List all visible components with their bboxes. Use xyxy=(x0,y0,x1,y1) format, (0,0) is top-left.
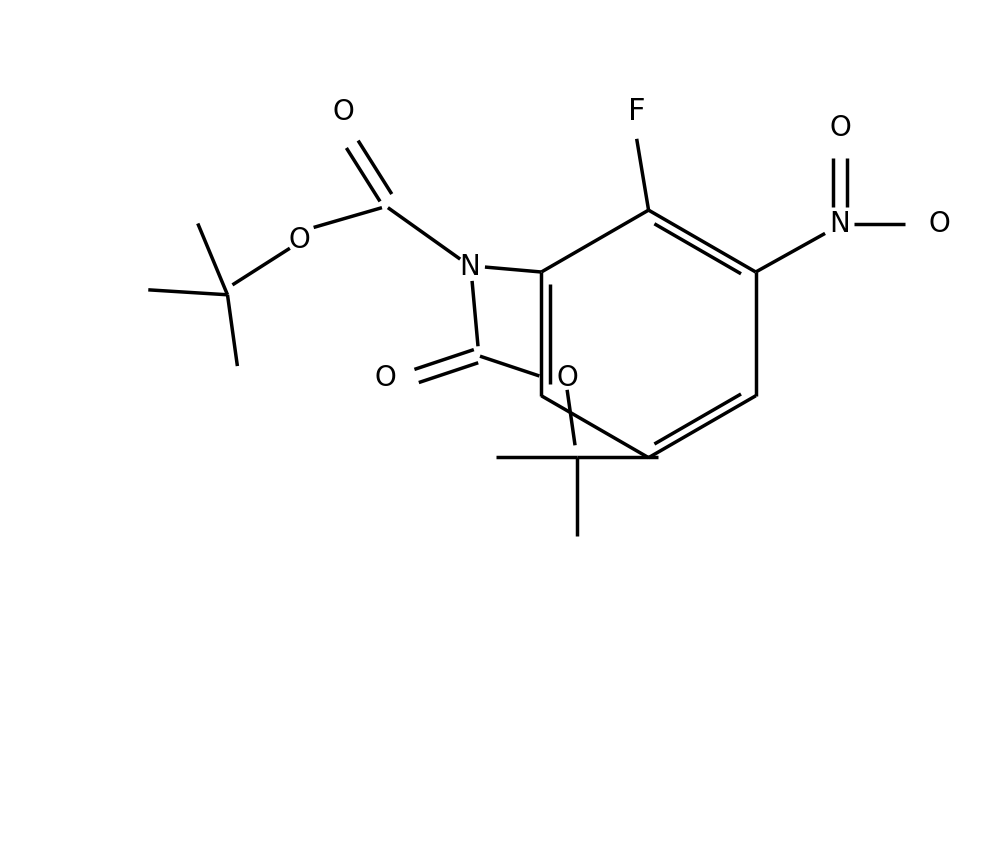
Text: F: F xyxy=(628,97,645,126)
Text: N: N xyxy=(460,253,481,281)
Text: O: O xyxy=(928,210,950,238)
Text: O: O xyxy=(333,98,354,126)
Text: O: O xyxy=(556,364,578,392)
Text: N: N xyxy=(830,210,851,238)
Text: O: O xyxy=(374,364,396,392)
Text: O: O xyxy=(289,226,310,254)
Text: O: O xyxy=(829,114,851,142)
